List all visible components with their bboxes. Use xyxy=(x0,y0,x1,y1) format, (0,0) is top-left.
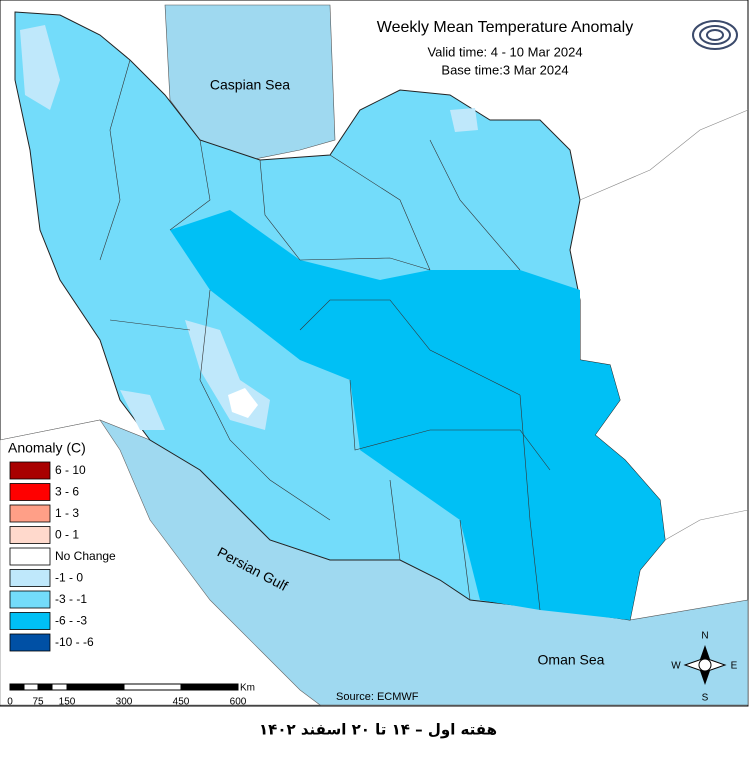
legend-swatch xyxy=(9,569,51,587)
compass xyxy=(683,645,727,685)
scale-label: 150 xyxy=(59,697,76,708)
anomaly-zone xyxy=(170,210,665,620)
base-time: Base time:3 Mar 2024 xyxy=(441,62,568,77)
caspian-label: Caspian Sea xyxy=(210,77,290,93)
scale-label: 450 xyxy=(173,697,190,708)
scale-label: 75 xyxy=(32,697,44,708)
legend-label: 3 - 6 xyxy=(55,485,79,499)
legend-label: -6 - -3 xyxy=(55,614,87,628)
light-zone xyxy=(450,108,478,132)
compass-n: N xyxy=(701,631,708,642)
legend-swatch xyxy=(9,483,51,501)
scale-unit: Km xyxy=(240,683,255,694)
logo xyxy=(692,20,738,50)
legend-swatch xyxy=(9,633,51,652)
legend-swatch xyxy=(9,612,51,630)
province-borders xyxy=(99,59,551,611)
source: Source: ECMWF xyxy=(336,691,419,703)
scale-label: 0 xyxy=(7,697,13,708)
legend-swatch xyxy=(9,526,51,544)
legend-swatch xyxy=(9,590,51,609)
valid-time: Valid time: 4 - 10 Mar 2024 xyxy=(427,44,582,59)
light-zone xyxy=(20,25,60,110)
light-zone xyxy=(120,390,165,430)
scale-bar xyxy=(9,683,239,691)
legend-label: -1 - 0 xyxy=(55,571,83,585)
legend-swatch xyxy=(9,547,51,566)
legend-label: 6 - 10 xyxy=(55,463,86,477)
legend-title: Anomaly (C) xyxy=(8,440,86,456)
legend-label: -3 - -1 xyxy=(55,592,87,606)
scale-label: 300 xyxy=(116,697,133,708)
title: Weekly Mean Temperature Anomaly xyxy=(377,19,633,36)
legend-label: 0 - 1 xyxy=(55,528,79,542)
oman-label: Oman Sea xyxy=(538,652,605,668)
arabia-land xyxy=(0,419,321,706)
legend-swatch xyxy=(9,461,51,480)
legend-swatch xyxy=(9,504,51,523)
compass-s: S xyxy=(702,693,709,704)
legend-label: 1 - 3 xyxy=(55,506,79,520)
legend-label: No Change xyxy=(55,549,116,563)
compass-e: E xyxy=(731,661,738,672)
caspian-water xyxy=(164,4,336,161)
footer: هفته اول – ۱۴ تا ۲۰ اسفند ۱۴۰۲ xyxy=(259,721,497,739)
nochange-zone xyxy=(228,388,258,418)
scale-label: 600 xyxy=(230,697,247,708)
legend-label: -10 - -6 xyxy=(55,635,94,649)
country-borders xyxy=(579,109,749,541)
compass-w: W xyxy=(671,661,681,672)
